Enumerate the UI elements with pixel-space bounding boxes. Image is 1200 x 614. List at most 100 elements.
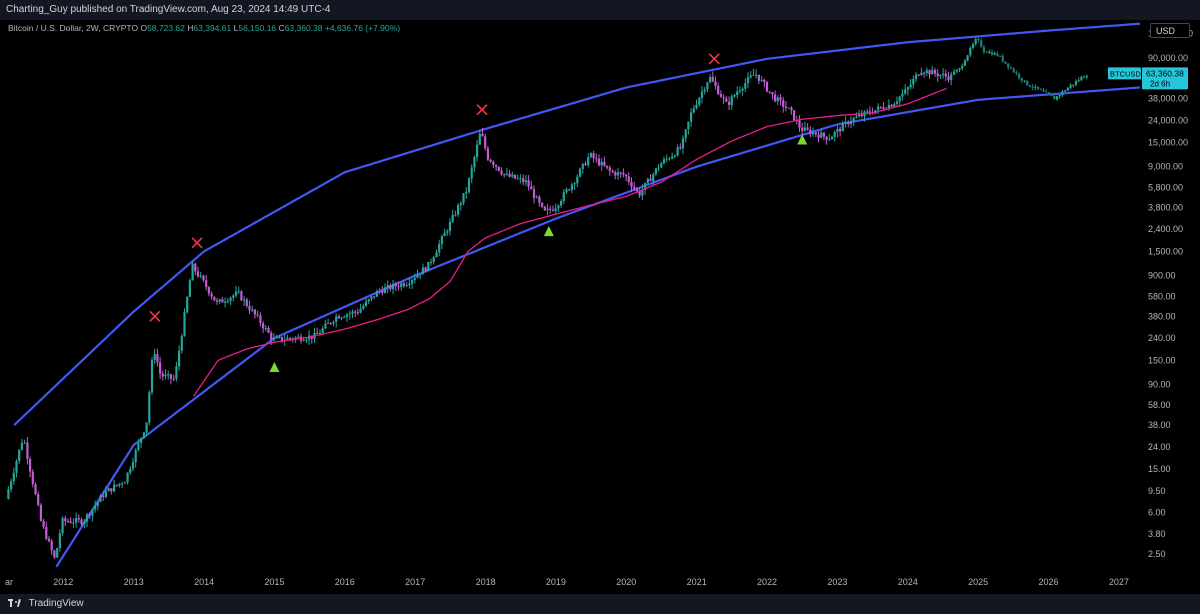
price-candle <box>541 202 544 207</box>
x-tick-label: 2015 <box>264 577 284 587</box>
top-marker <box>708 53 720 65</box>
price-candle <box>164 374 167 377</box>
price-chart[interactable]: 150,000.0090,000.0038,000.0024,000.0015,… <box>0 20 1200 594</box>
price-candle <box>188 280 191 297</box>
price-candle <box>270 332 273 340</box>
y-tick-label: 3,800.00 <box>1148 202 1183 212</box>
legend-low-value: 56,150.16 <box>238 23 277 33</box>
chart-area[interactable]: 150,000.0090,000.0038,000.0024,000.0015,… <box>0 20 1200 594</box>
price-candle <box>530 186 533 190</box>
price-candle <box>562 192 565 201</box>
price-candle <box>576 176 579 184</box>
projection-candle <box>969 47 972 56</box>
price-candle <box>440 236 443 244</box>
projection-candle <box>1069 85 1072 88</box>
projection-candle <box>1083 76 1086 78</box>
price-candle <box>730 96 733 105</box>
price-candle <box>852 117 855 122</box>
projection-candle <box>963 60 966 66</box>
price-candle <box>172 378 175 380</box>
price-candle <box>110 488 113 492</box>
price-candle <box>887 104 890 110</box>
price-candle <box>611 170 614 173</box>
price-candle <box>85 514 89 522</box>
y-tick-label: 15.00 <box>1148 464 1171 474</box>
price-tag-symbol-box <box>1108 67 1141 80</box>
price-candle <box>58 533 61 548</box>
price-candle <box>96 502 99 506</box>
price-candle <box>841 123 844 132</box>
price-candle <box>375 291 378 297</box>
price-candle <box>77 518 80 520</box>
x-tick-label: 2021 <box>687 577 707 587</box>
top-marker <box>476 104 488 116</box>
price-candle <box>763 79 766 83</box>
price-candle <box>793 110 796 121</box>
price-candle <box>760 79 763 81</box>
price-candle <box>470 167 473 179</box>
price-candle <box>817 134 820 138</box>
price-candle <box>649 178 652 182</box>
price-candle <box>784 106 787 108</box>
projection-candle <box>1020 78 1023 81</box>
y-tick-label: 900.00 <box>1148 271 1176 281</box>
price-candle <box>454 214 457 216</box>
price-candle <box>467 178 471 192</box>
price-candle <box>535 196 538 198</box>
price-candle <box>597 158 601 166</box>
price-candle <box>183 312 186 336</box>
price-candle <box>159 362 162 374</box>
price-candle <box>652 174 655 182</box>
price-candle <box>931 69 934 75</box>
price-candle <box>23 442 26 444</box>
price-candle <box>7 489 10 499</box>
y-tick-label: 24.00 <box>1148 442 1171 452</box>
price-candle <box>619 172 622 174</box>
price-candle <box>142 432 145 438</box>
price-candle <box>286 337 289 340</box>
price-candle <box>904 89 907 94</box>
price-candle <box>196 271 200 277</box>
price-candle <box>646 178 649 183</box>
price-candle <box>381 290 384 293</box>
price-candle <box>245 299 248 306</box>
price-candle <box>259 315 262 324</box>
price-candle <box>424 267 427 271</box>
price-candle <box>782 100 785 107</box>
price-candle <box>72 522 75 524</box>
price-candle <box>400 283 403 287</box>
publish-line: Charting_Guy published on TradingView.co… <box>6 4 331 15</box>
price-candle <box>538 196 541 203</box>
price-candle <box>397 286 400 288</box>
price-candle <box>20 442 23 450</box>
price-candle <box>627 176 630 182</box>
price-candle <box>749 75 752 78</box>
bottom-marker <box>269 362 280 373</box>
price-candle <box>738 90 741 92</box>
price-candle <box>413 277 416 280</box>
price-candle <box>115 484 118 486</box>
price-candle <box>402 283 405 286</box>
price-candle <box>560 201 563 206</box>
price-candle <box>191 263 194 281</box>
price-candle <box>839 128 842 132</box>
price-candle <box>676 147 679 156</box>
legend-title: Bitcoin / U.S. Dollar, 2W, CRYPTO <box>8 23 139 33</box>
currency-button[interactable]: USD <box>1150 23 1190 38</box>
price-candle <box>12 472 15 482</box>
price-candle <box>830 136 834 140</box>
projection-candle <box>982 47 985 52</box>
price-candle <box>513 174 517 179</box>
price-candle <box>435 252 438 258</box>
price-candle <box>31 471 34 485</box>
price-candle <box>744 83 747 89</box>
price-candle <box>94 505 97 510</box>
price-candle <box>362 306 365 309</box>
price-candle <box>549 208 552 210</box>
price-candle <box>234 291 238 296</box>
price-candle <box>725 98 728 102</box>
price-candle <box>226 301 229 303</box>
price-candle <box>779 97 782 101</box>
projection-candle <box>1050 94 1053 97</box>
price-candle <box>700 91 704 98</box>
